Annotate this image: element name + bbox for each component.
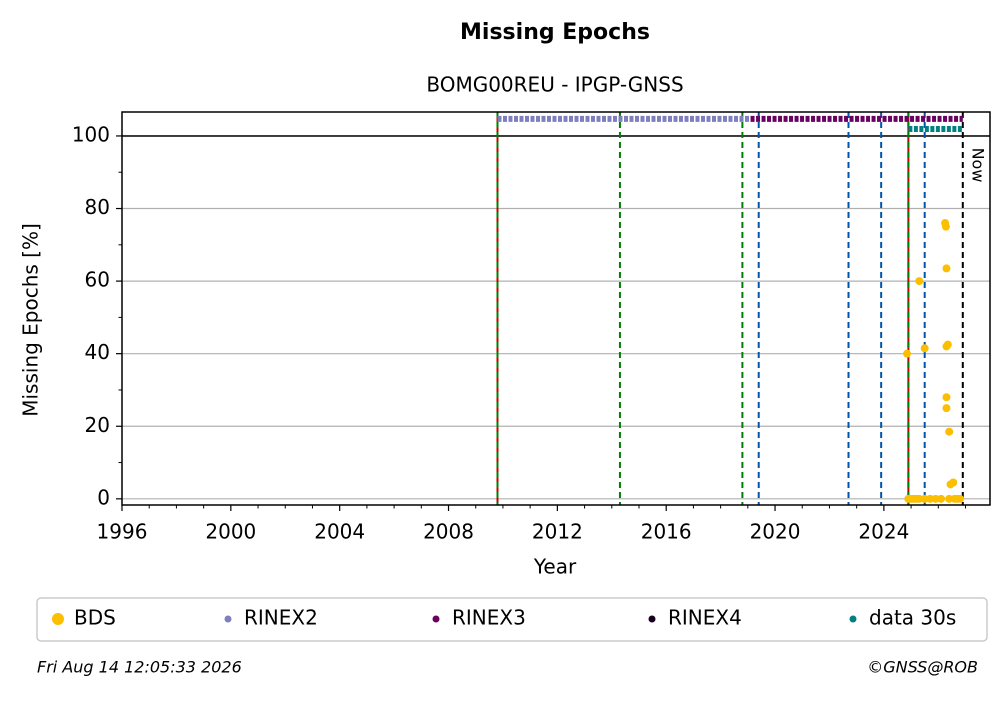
x-tick-label: 1996 (97, 520, 148, 544)
y-tick-label: 0 (97, 485, 110, 509)
x-axis-label: Year (533, 555, 577, 579)
legend-box (36, 597, 988, 642)
data-point (945, 427, 954, 436)
legend-marker (432, 615, 440, 623)
data-point (942, 393, 951, 402)
data-point (949, 478, 958, 487)
legend-label: RINEX2 (244, 606, 318, 630)
chart-title: Missing Epochs (460, 20, 650, 45)
legend-marker (224, 615, 232, 623)
plot-frame (121, 111, 991, 506)
x-tick-label: 2008 (423, 520, 474, 544)
data-point (920, 344, 929, 353)
y-tick-label: 80 (85, 195, 110, 219)
footer-date: Fri Aug 14 12:05:33 2026 (37, 658, 242, 677)
data-point (903, 349, 912, 358)
footer-credit: ©GNSS@ROB (867, 658, 978, 677)
y-tick-label: 100 (72, 122, 110, 146)
x-tick-label: 2024 (858, 520, 909, 544)
x-tick-label: 2020 (750, 520, 801, 544)
data-point (941, 222, 950, 231)
data-point (942, 404, 951, 413)
data-point (942, 264, 951, 273)
chart-subtitle: BOMG00REU - IPGP-GNSS (426, 73, 683, 97)
x-tick-label: 2016 (641, 520, 692, 544)
legend-marker (648, 615, 656, 623)
data-point (937, 494, 946, 503)
legend-label: RINEX4 (668, 606, 742, 630)
y-tick-label: 20 (85, 413, 110, 437)
data-point (943, 340, 952, 349)
y-axis-label: Missing Epochs [%] (19, 223, 43, 417)
x-tick-label: 2004 (314, 520, 365, 544)
legend-label: RINEX3 (452, 606, 526, 630)
legend-marker (52, 613, 64, 625)
data-point (956, 494, 965, 503)
y-tick-label: 40 (85, 340, 110, 364)
legend-label: data 30s (869, 606, 956, 630)
data-point (915, 277, 924, 286)
legend-label: BDS (74, 606, 116, 630)
now-label: Now (968, 148, 987, 183)
y-tick-label: 60 (85, 268, 110, 292)
x-tick-label: 2012 (532, 520, 583, 544)
x-tick-label: 2000 (205, 520, 256, 544)
legend-marker (849, 615, 857, 623)
